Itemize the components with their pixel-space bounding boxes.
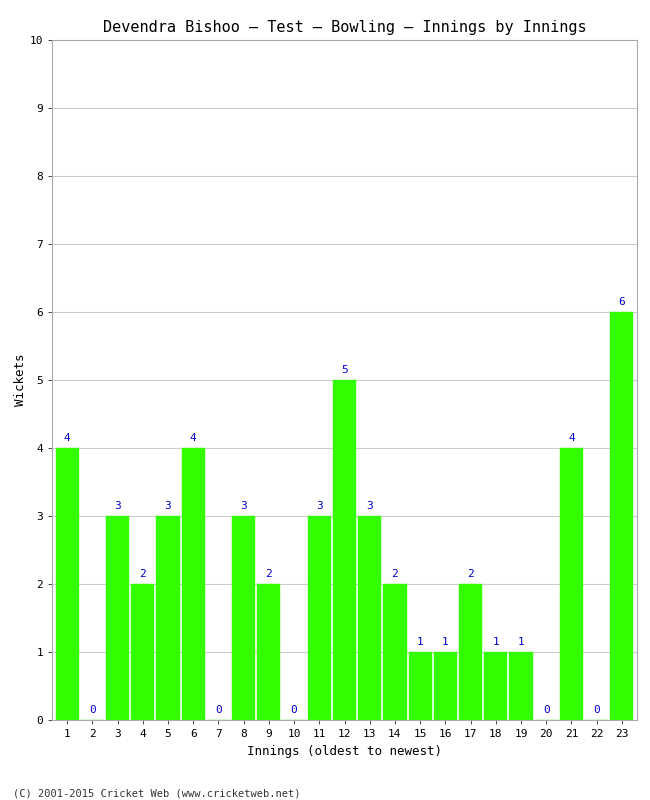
Text: 0: 0 bbox=[291, 705, 298, 714]
Text: 0: 0 bbox=[89, 705, 96, 714]
Text: 3: 3 bbox=[164, 501, 172, 510]
Bar bbox=[131, 584, 155, 720]
Bar bbox=[181, 448, 205, 720]
Bar bbox=[106, 516, 129, 720]
Bar bbox=[510, 652, 532, 720]
Bar bbox=[307, 516, 331, 720]
Text: 1: 1 bbox=[417, 637, 424, 646]
Text: 3: 3 bbox=[240, 501, 247, 510]
Text: 6: 6 bbox=[619, 297, 625, 306]
Text: 4: 4 bbox=[64, 433, 70, 442]
Bar bbox=[459, 584, 482, 720]
Bar bbox=[434, 652, 457, 720]
Bar bbox=[610, 312, 634, 720]
Text: 2: 2 bbox=[391, 569, 398, 578]
Bar bbox=[409, 652, 432, 720]
X-axis label: Innings (oldest to newest): Innings (oldest to newest) bbox=[247, 745, 442, 758]
Bar bbox=[484, 652, 508, 720]
Text: 2: 2 bbox=[265, 569, 272, 578]
Text: 4: 4 bbox=[568, 433, 575, 442]
Text: 1: 1 bbox=[517, 637, 525, 646]
Bar bbox=[232, 516, 255, 720]
Bar bbox=[384, 584, 406, 720]
Text: 0: 0 bbox=[215, 705, 222, 714]
Text: 1: 1 bbox=[442, 637, 448, 646]
Title: Devendra Bishoo – Test – Bowling – Innings by Innings: Devendra Bishoo – Test – Bowling – Innin… bbox=[103, 20, 586, 34]
Text: 3: 3 bbox=[367, 501, 373, 510]
Text: 4: 4 bbox=[190, 433, 196, 442]
Y-axis label: Wickets: Wickets bbox=[14, 354, 27, 406]
Text: 2: 2 bbox=[467, 569, 474, 578]
Bar bbox=[157, 516, 179, 720]
Text: 1: 1 bbox=[493, 637, 499, 646]
Bar bbox=[358, 516, 382, 720]
Bar bbox=[257, 584, 280, 720]
Text: 2: 2 bbox=[139, 569, 146, 578]
Text: 3: 3 bbox=[316, 501, 322, 510]
Text: 0: 0 bbox=[593, 705, 600, 714]
Bar bbox=[333, 380, 356, 720]
Text: 5: 5 bbox=[341, 365, 348, 374]
Text: 3: 3 bbox=[114, 501, 121, 510]
Text: (C) 2001-2015 Cricket Web (www.cricketweb.net): (C) 2001-2015 Cricket Web (www.cricketwe… bbox=[13, 788, 300, 798]
Bar bbox=[560, 448, 583, 720]
Bar bbox=[55, 448, 79, 720]
Text: 0: 0 bbox=[543, 705, 550, 714]
